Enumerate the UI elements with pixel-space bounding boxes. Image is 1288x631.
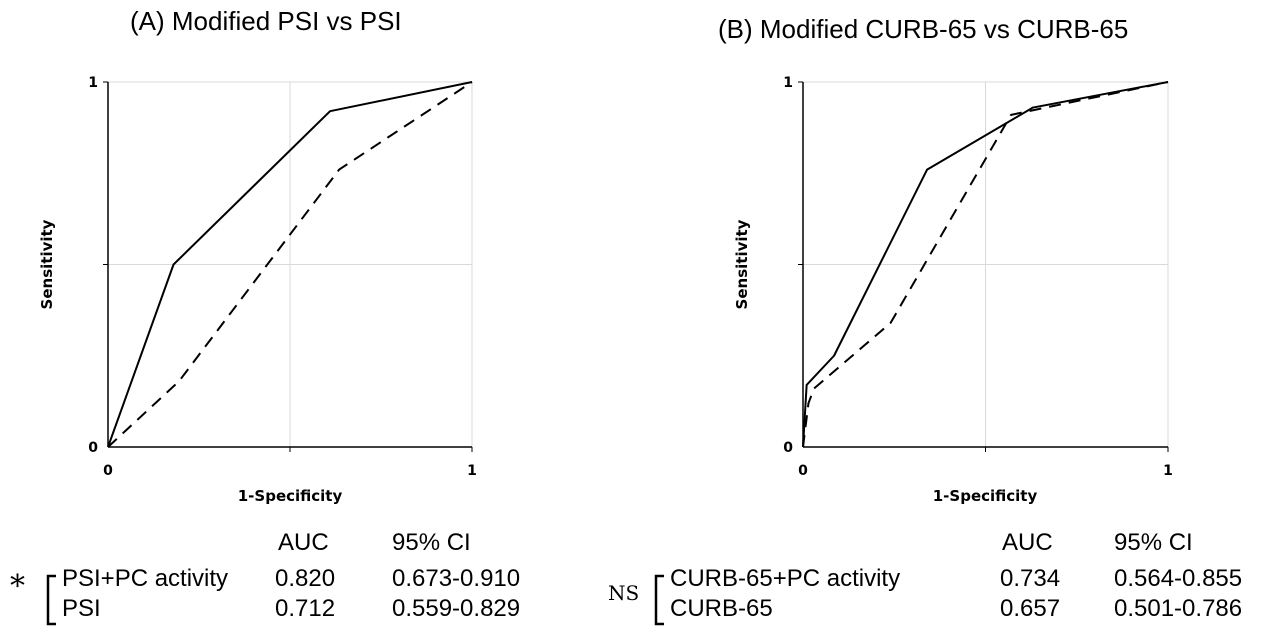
auc-table-a: AUC 95% CI * PSI+PC activity 0.820 0.673… [0, 528, 600, 628]
auc-header: AUC [1002, 529, 1053, 556]
y-tick-label: 0 [88, 440, 98, 456]
y-axis-label: Sensitivity [733, 219, 751, 309]
row-ci: 0.559-0.829 [392, 595, 521, 622]
y-axis-label: Sensitivity [38, 219, 56, 309]
row-name: CURB-65+PC activity [670, 565, 901, 592]
row-auc: 0.734 [1000, 565, 1061, 592]
row-name: CURB-65 [670, 595, 773, 622]
row-ci: 0.564-0.855 [1114, 565, 1243, 592]
roc-curve-solid [802, 81, 1169, 448]
row-name: PSI+PC activity [62, 565, 229, 592]
roc-curve-dashed [802, 81, 1169, 448]
x-tick-label: 0 [798, 463, 808, 479]
roc-curve-dashed [107, 81, 473, 448]
y-tick-label: 0 [783, 440, 793, 456]
x-axis-label: 1-Specificity [238, 487, 343, 505]
x-tick-label: 1 [1163, 463, 1173, 479]
row-ci: 0.673-0.910 [392, 565, 521, 592]
row-ci: 0.501-0.786 [1114, 595, 1243, 622]
x-tick-label: 0 [103, 463, 113, 479]
y-tick-label: 1 [88, 75, 98, 91]
row-auc: 0.712 [275, 595, 336, 622]
significance-symbol: NS [608, 581, 640, 605]
x-tick-label: 1 [467, 463, 477, 479]
comparison-bracket [46, 574, 56, 626]
y-tick-label: 1 [783, 75, 793, 91]
auc-table-b: AUC 95% CI NS CURB-65+PC activity 0.734 … [600, 528, 1288, 628]
ci-header: 95% CI [1114, 529, 1193, 556]
x-axis-label: 1-Specificity [933, 487, 1038, 505]
auc-header: AUC [278, 529, 329, 556]
row-name: PSI [62, 595, 101, 622]
row-auc: 0.820 [275, 565, 336, 592]
significance-symbol: * [10, 569, 25, 604]
row-auc: 0.657 [1000, 595, 1061, 622]
comparison-bracket [654, 574, 664, 626]
panel-a-title: (A) Modified PSI vs PSI [130, 6, 402, 36]
ci-header: 95% CI [392, 529, 471, 556]
roc-curve-solid [107, 81, 473, 448]
panel-b-title: (B) Modified CURB-65 vs CURB-65 [718, 14, 1129, 44]
